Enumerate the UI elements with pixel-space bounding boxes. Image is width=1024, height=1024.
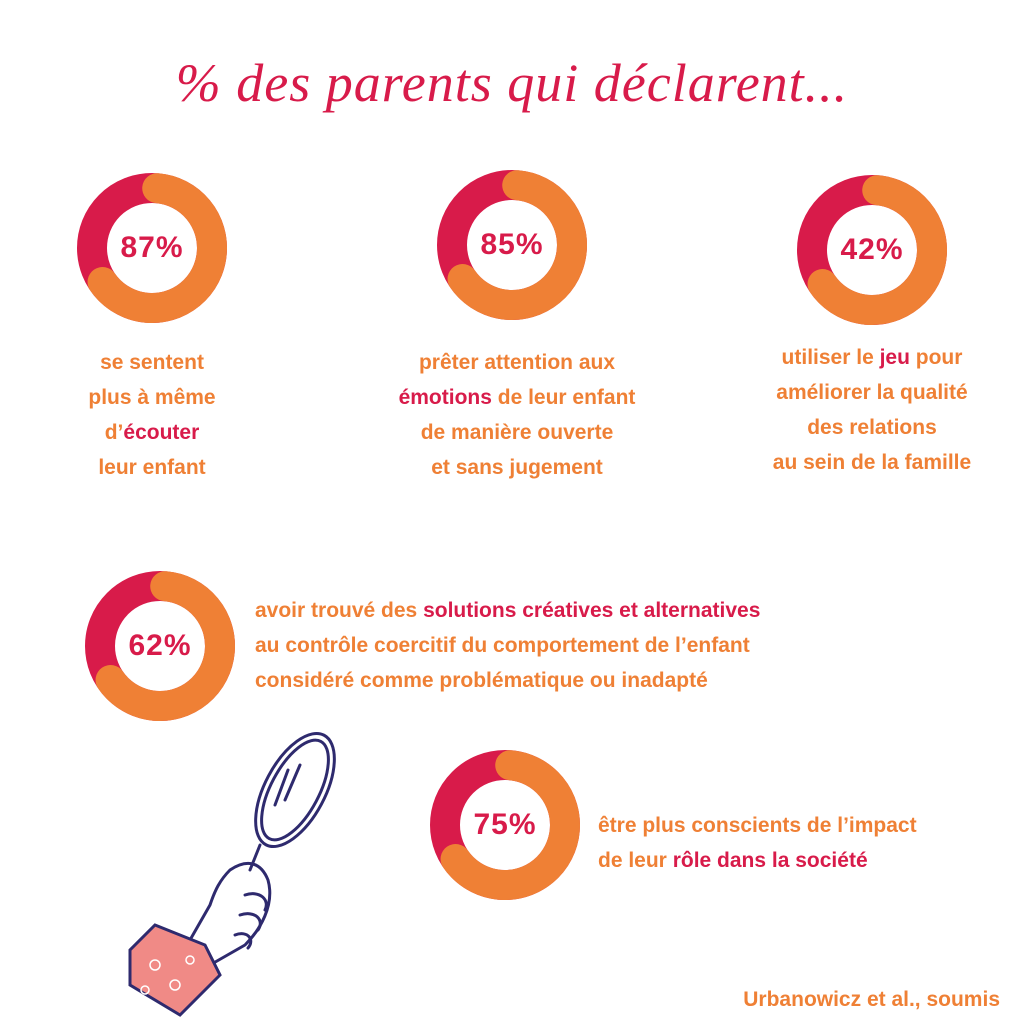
caption-line: plus à même xyxy=(52,380,252,415)
caption-line: au contrôle coercitif du comportement de… xyxy=(255,628,875,663)
caption-text: de leur enfant xyxy=(491,386,636,409)
donut-arc xyxy=(85,571,235,721)
donut-chart: 87% xyxy=(72,168,232,328)
percentage-label: 42% xyxy=(840,233,904,266)
source-citation: Urbanowicz et al., soumis xyxy=(743,988,1000,1011)
caption-text: des relations xyxy=(807,416,937,439)
donut-chart: 62% xyxy=(80,566,240,726)
caption-text: plus à même xyxy=(88,386,216,409)
highlighted-text: émotions xyxy=(398,386,492,409)
caption: prêter attention aux émotions de leur enf… xyxy=(372,345,662,485)
caption-line: de manière ouverte xyxy=(372,415,662,450)
caption-text: au sein de la famille xyxy=(772,451,972,474)
donut-chart: 85% xyxy=(432,165,592,325)
caption-line: et sans jugement xyxy=(372,450,662,485)
highlighted-text: écouter xyxy=(123,421,200,444)
caption-text: de leur xyxy=(598,849,673,872)
caption-text: prêter attention aux xyxy=(418,351,616,374)
donut-arc xyxy=(797,175,947,325)
donut-chart: 75% xyxy=(425,745,585,905)
donut-arc xyxy=(430,750,580,900)
highlighted-text: rôle dans la société xyxy=(672,849,868,872)
percentage-label: 85% xyxy=(480,228,544,261)
highlighted-text: jeu xyxy=(879,346,910,369)
caption-line: être plus conscients de l’impact xyxy=(598,808,998,843)
percentage-label: 87% xyxy=(120,231,184,264)
caption-text: se sentent xyxy=(100,351,204,374)
caption-line: leur enfant xyxy=(52,450,252,485)
caption-line: avoir trouvé des solutions créatives et … xyxy=(255,593,875,628)
caption-line: utiliser le jeu pour xyxy=(752,340,992,375)
caption-text: utiliser le xyxy=(781,346,880,369)
caption-line: prêter attention aux xyxy=(372,345,662,380)
caption-line: se sentent xyxy=(52,345,252,380)
caption-line: d’écouter xyxy=(52,415,252,450)
caption-text: de manière ouverte xyxy=(420,421,614,444)
caption-text: pour xyxy=(909,346,963,369)
caption-text: avoir trouvé des xyxy=(255,599,424,622)
caption-line: améliorer la qualité xyxy=(752,375,992,410)
highlighted-text: solutions créatives et alternatives xyxy=(423,599,761,622)
percentage-label: 75% xyxy=(473,808,537,841)
donut-arc xyxy=(77,173,227,323)
caption-text: considéré comme problématique ou inadapt… xyxy=(255,669,708,692)
caption-text: être plus conscients de l’impact xyxy=(598,814,917,837)
caption-text: leur enfant xyxy=(98,456,206,479)
caption-line: au sein de la famille xyxy=(752,445,992,480)
page-title: % des parents qui déclarent... xyxy=(175,53,849,113)
caption-text: d’ xyxy=(104,421,124,444)
caption-line: émotions de leur enfant xyxy=(372,380,662,415)
caption: utiliser le jeu pour améliorer la qualité… xyxy=(752,340,992,480)
caption: être plus conscients de l’impact de leur … xyxy=(598,808,998,878)
caption: se sentent plus à même d’écouter leur enfan… xyxy=(52,345,252,485)
caption-text: et sans jugement xyxy=(431,456,603,479)
donut-arc xyxy=(437,170,587,320)
caption-text: améliorer la qualité xyxy=(776,381,968,404)
caption: avoir trouvé des solutions créatives et … xyxy=(255,593,875,698)
donut-chart: 42% xyxy=(792,170,952,330)
caption-line: des relations xyxy=(752,410,992,445)
percentage-label: 62% xyxy=(128,629,192,662)
hand-magnifying-glass-icon xyxy=(128,731,336,1017)
caption-line: de leur rôle dans la société xyxy=(598,843,998,878)
caption-line: considéré comme problématique ou inadapt… xyxy=(255,663,875,698)
caption-text: au contrôle coercitif du comportement de… xyxy=(255,634,750,657)
